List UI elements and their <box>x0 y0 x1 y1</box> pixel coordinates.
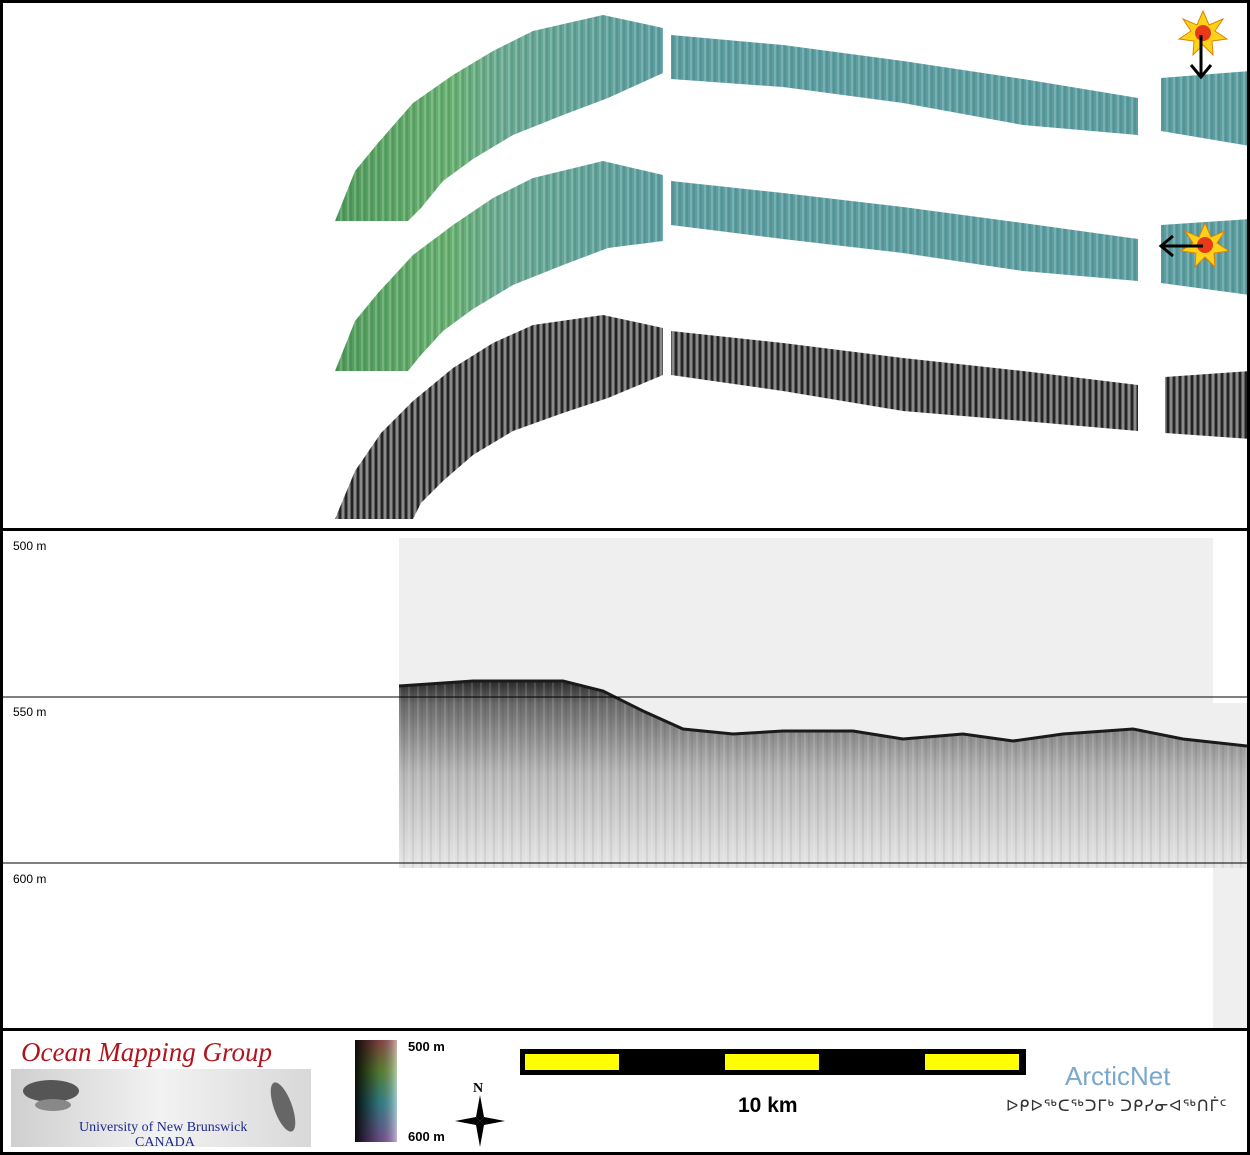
scale-segment-yellow <box>725 1054 819 1070</box>
sun-illumination-icon <box>1177 9 1229 57</box>
arcticnet-inuktitut-text: ᐅᑭᐅᖅᑕᖅᑐᒥᒃ ᑐᑭᓯᓂᐊᖅᑎᒦᑦ <box>1006 1098 1228 1115</box>
seafloor-logo-image <box>11 1069 311 1147</box>
legend-footer: Ocean Mapping Group University of New Br… <box>0 1028 1250 1155</box>
scale-bar <box>520 1049 1026 1075</box>
map-panel <box>0 0 1250 531</box>
bathymetry-swath-east-illuminated <box>335 161 1247 371</box>
depth-label-550: 550 m <box>13 705 47 719</box>
arrow-down-icon <box>1189 35 1213 80</box>
north-arrow: N <box>455 1081 505 1147</box>
scale-segment-yellow <box>925 1054 1019 1070</box>
logo-university: University of New Brunswick <box>79 1120 248 1135</box>
sun-illumination-icon <box>1179 221 1231 269</box>
arrow-left-icon <box>1158 234 1203 258</box>
backscatter-swath <box>335 315 1247 519</box>
multibeam-swath-map <box>335 9 1247 519</box>
scale-bar-label: 10 km <box>738 1094 798 1117</box>
logo-country: CANADA <box>135 1135 195 1150</box>
colorbar-bottom-label: 600 m <box>408 1129 445 1144</box>
subbottom-profile-image <box>3 538 1247 1028</box>
ocean-mapping-group-logo: Ocean Mapping Group University of New Br… <box>11 1035 311 1150</box>
subbottom-profile-panel: 500 m 550 m 600 m <box>0 528 1250 1031</box>
logo-title: Ocean Mapping Group <box>21 1037 272 1067</box>
bathymetry-swath-north-illuminated <box>335 15 1247 221</box>
scale-segment-yellow <box>525 1054 619 1070</box>
depth-label-600: 600 m <box>13 872 47 886</box>
depth-colorbar <box>355 1040 397 1142</box>
north-arrow-icon <box>455 1095 505 1147</box>
colorbar-top-label: 500 m <box>408 1039 445 1054</box>
depth-label-500: 500 m <box>13 539 47 553</box>
north-label: N <box>473 1081 484 1096</box>
arcticnet-logo-text: ArcticNet <box>1065 1061 1171 1091</box>
